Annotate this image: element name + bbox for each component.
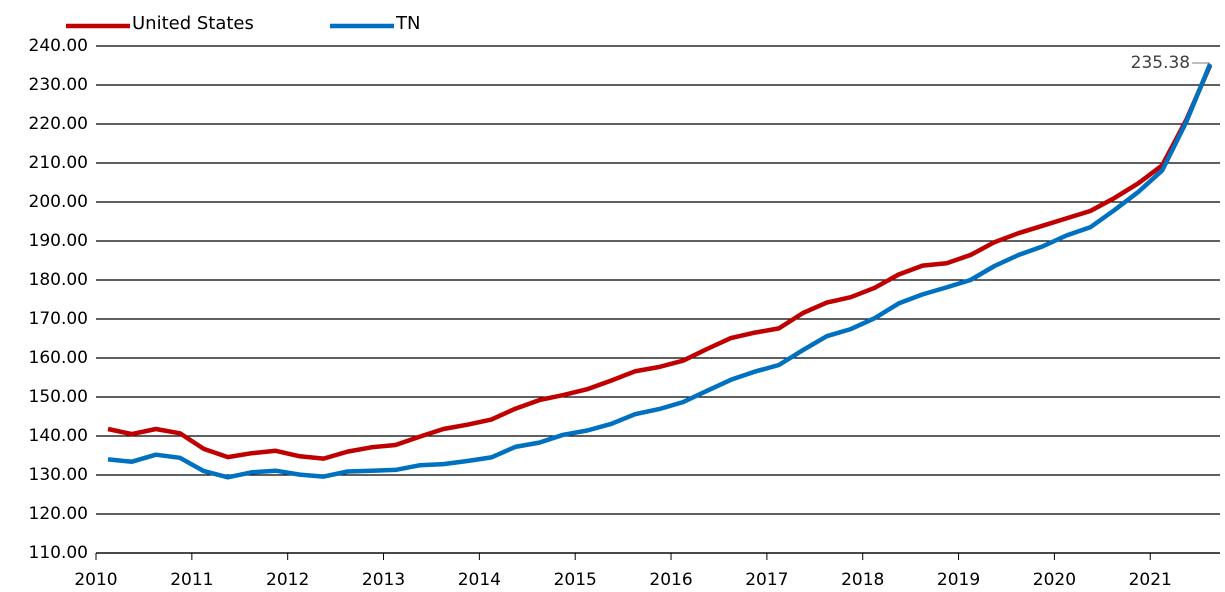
y-tick-label: 150.00 [29,387,88,407]
y-tick-label: 240.00 [29,36,88,56]
x-tick-label: 2020 [1033,570,1076,590]
y-tick-label: 220.00 [29,114,88,134]
legend-label: United States [132,13,254,34]
x-tick-label: 2021 [1129,570,1172,590]
series-line [107,64,1213,461]
x-tick-label: 2016 [649,570,692,590]
x-tick-label: 2014 [458,570,501,590]
x-tick-label: 2017 [745,570,788,590]
y-tick-label: 120.00 [29,504,88,524]
y-tick-label: 160.00 [29,348,88,368]
series-line [107,63,1213,480]
y-tick-label: 230.00 [29,75,88,95]
y-tick-label: 180.00 [29,270,88,290]
y-tick-label: 210.00 [29,153,88,173]
y-tick-label: 170.00 [29,309,88,329]
x-tick-label: 2013 [362,570,405,590]
x-tick-label: 2019 [937,570,980,590]
data-label: 235.38 [1131,53,1190,73]
x-tick-label: 2018 [841,570,884,590]
x-tick-label: 2011 [170,570,213,590]
y-tick-label: 110.00 [29,543,88,563]
y-tick-label: 130.00 [29,465,88,485]
y-tick-label: 190.00 [29,231,88,251]
legend-label: TN [395,13,420,34]
y-tick-label: 200.00 [29,192,88,212]
x-tick-label: 2012 [266,570,309,590]
x-tick-label: 2015 [554,570,597,590]
x-tick-label: 2010 [74,570,117,590]
y-tick-label: 140.00 [29,426,88,446]
